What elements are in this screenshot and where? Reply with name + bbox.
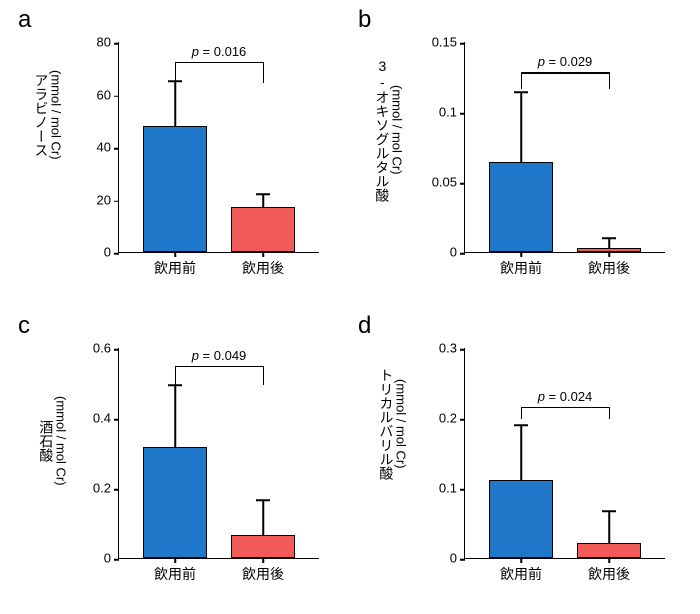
ytick-label: 0.6 — [93, 341, 119, 356]
plot-area-a: 020406080飲用前飲用後p = 0.016 — [118, 42, 319, 253]
ytick-label: 20 — [97, 192, 119, 207]
errorbar-line — [608, 511, 610, 543]
errorbar-line — [174, 385, 176, 446]
y-axis-label-text: アラビノース — [33, 73, 48, 157]
x-label-before-a: 飲用前 — [154, 252, 196, 278]
ytick-label: 60 — [97, 87, 119, 102]
p-value-text-d: p = 0.024 — [538, 389, 593, 404]
ytick-label: 0 — [450, 551, 465, 566]
x-label-before-c: 飲用前 — [154, 558, 196, 584]
p-value-text-a: p = 0.016 — [192, 44, 247, 59]
ytick-label: 0 — [450, 245, 465, 260]
bar-after-a — [231, 207, 295, 252]
bar-before-a — [143, 126, 207, 252]
errorbar-cap — [602, 510, 616, 512]
ytick-label: 0.3 — [439, 341, 465, 356]
x-label-after-d: 飲用後 — [588, 558, 630, 584]
bar-before-b — [489, 162, 553, 252]
errorbar-cap — [256, 500, 270, 502]
y-axis-unit: (mmol / mol Cr) — [389, 85, 403, 175]
y-axis-unit: (mmol / mol Cr) — [53, 396, 67, 486]
ytick-label: 0 — [104, 245, 119, 260]
ytick-label: 80 — [97, 35, 119, 50]
bar-before-c — [143, 447, 207, 558]
x-label-before-d: 飲用前 — [500, 558, 542, 584]
panel-label-c: c — [18, 312, 30, 340]
ytick-label: 0.2 — [93, 481, 119, 496]
p-bracket-v-right — [609, 407, 610, 420]
y-axis-unit: (mmol / mol Cr) — [393, 379, 407, 469]
y-axis-label-c: 酒石酸(mmol / mol Cr) — [38, 396, 68, 486]
y-axis-label-d: トリカルバリル酸(mmol / mol Cr) — [378, 368, 408, 480]
p-bracket-h — [175, 366, 263, 367]
errorbar-cap — [168, 385, 182, 387]
ytick-label: 40 — [97, 140, 119, 155]
plot-area-c: 00.20.40.6飲用前飲用後p = 0.049 — [118, 348, 319, 559]
p-bracket-v-right — [263, 62, 264, 83]
p-bracket-v-left — [175, 62, 176, 83]
x-label-after-c: 飲用後 — [242, 558, 284, 584]
y-axis-label-b: 3-オキソグルタル酸(mmol / mol Cr) — [374, 58, 404, 202]
errorbar-line — [520, 92, 522, 162]
ytick-label: 0 — [104, 551, 119, 566]
y-axis-label-text: トリカルバリル酸 — [378, 368, 393, 480]
errorbar-line — [262, 194, 264, 207]
plot-area-d: 00.10.20.3飲用前飲用後p = 0.024 — [464, 348, 665, 559]
p-value-text-b: p = 0.029 — [538, 54, 593, 69]
x-label-after-a: 飲用後 — [242, 252, 284, 278]
ytick-label: 0.1 — [439, 481, 465, 496]
p-bracket-v-right — [609, 72, 610, 89]
ytick-label: 0.05 — [432, 175, 465, 190]
ytick-label: 0.2 — [439, 411, 465, 426]
errorbar-cap — [514, 92, 528, 94]
bar-after-c — [231, 535, 295, 558]
ytick-label: 0.1 — [439, 105, 465, 120]
errorbar-cap — [256, 194, 270, 196]
y-axis-unit: (mmol / mol Cr) — [48, 70, 62, 160]
figure-root: aアラビノース(mmol / mol Cr)020406080飲用前飲用後p =… — [0, 0, 700, 614]
y-axis-label-a: アラビノース(mmol / mol Cr) — [33, 70, 63, 160]
errorbar-line — [520, 425, 522, 480]
p-bracket-v-right — [263, 366, 264, 385]
plot-area-b: 00.050.10.15飲用前飲用後p = 0.029 — [464, 42, 665, 253]
p-bracket-v-left — [521, 407, 522, 420]
p-bracket-h — [175, 62, 263, 63]
errorbar-line — [608, 238, 610, 248]
p-bracket-h — [521, 72, 609, 73]
panel-label-a: a — [18, 6, 31, 34]
ytick-label: 0.4 — [93, 411, 119, 426]
errorbar-line — [262, 500, 264, 535]
p-bracket-v-left — [175, 366, 176, 385]
y-axis-label-text: 3-オキソグルタル酸 — [374, 58, 389, 202]
x-label-after-b: 飲用後 — [588, 252, 630, 278]
p-bracket-v-left — [521, 72, 522, 89]
errorbar-line — [174, 81, 176, 126]
bar-after-d — [577, 543, 641, 558]
p-bracket-h — [521, 407, 609, 408]
panel-label-b: b — [358, 6, 371, 34]
y-axis-label-text: 酒石酸 — [38, 420, 53, 462]
bar-before-d — [489, 480, 553, 558]
p-value-text-c: p = 0.049 — [192, 348, 247, 363]
errorbar-cap — [514, 424, 528, 426]
panel-label-d: d — [358, 312, 371, 340]
errorbar-cap — [602, 237, 616, 239]
x-label-before-b: 飲用前 — [500, 252, 542, 278]
ytick-label: 0.15 — [432, 35, 465, 50]
